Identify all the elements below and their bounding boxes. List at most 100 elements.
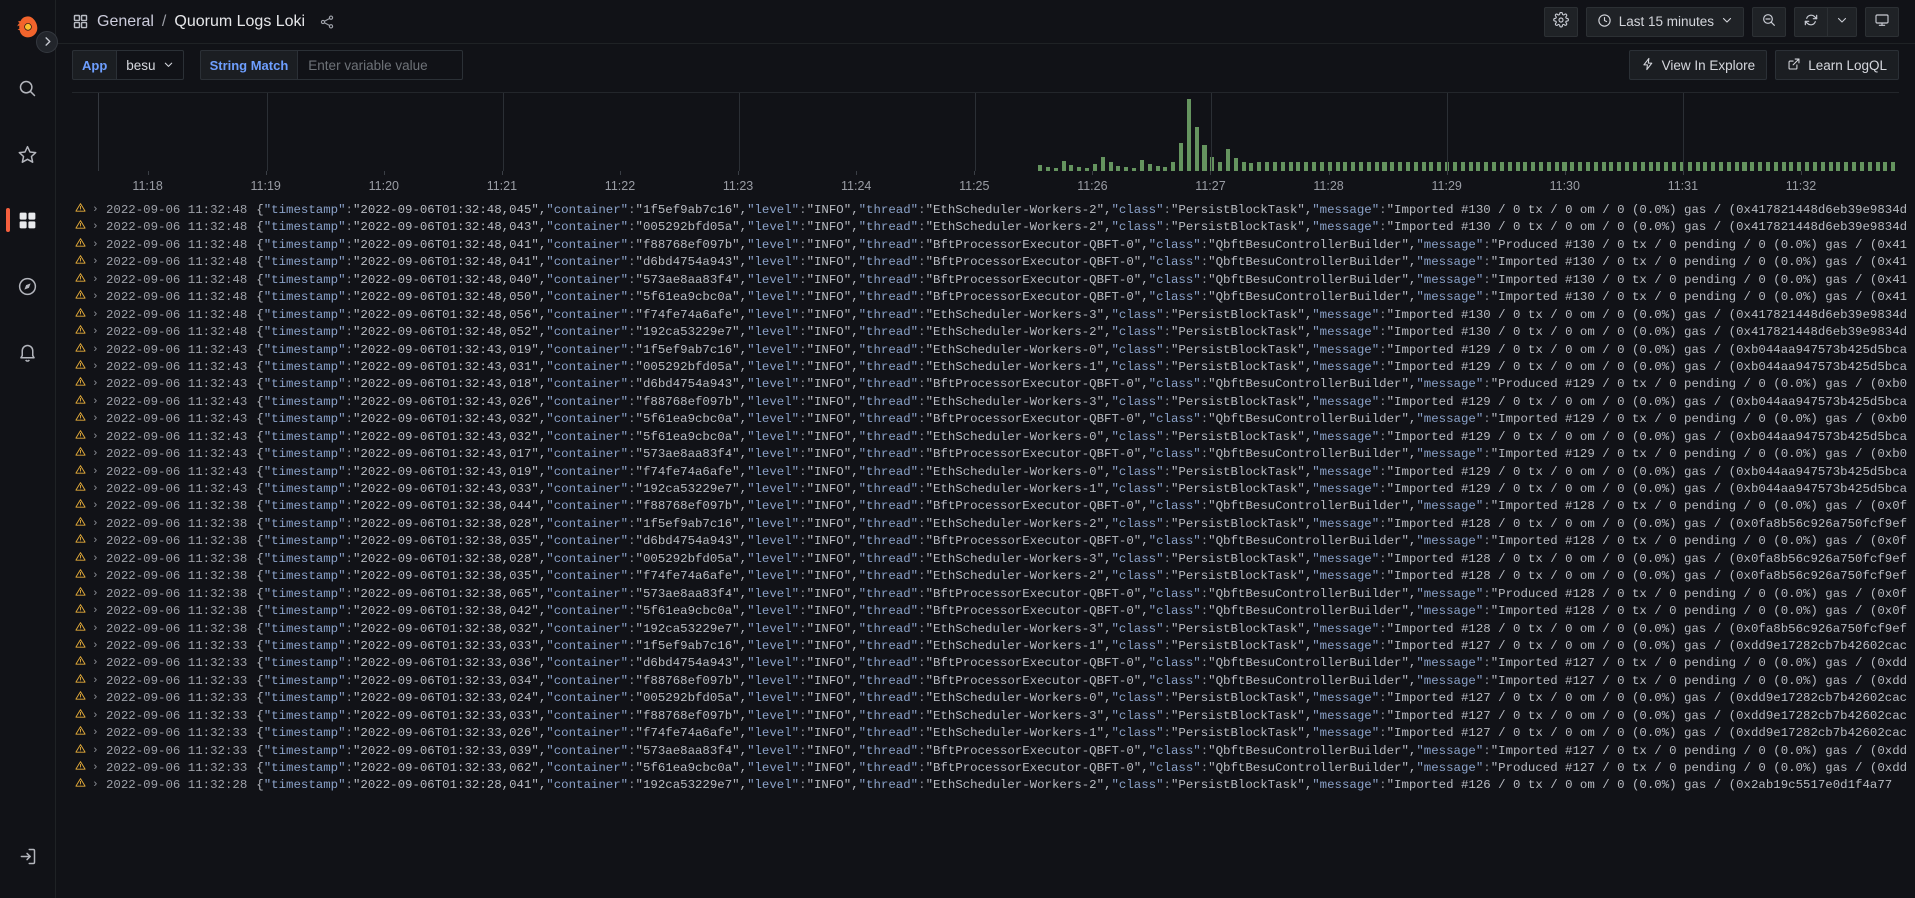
log-row[interactable]: › 2022-09-06 11:32:38 {"timestamp":"2022-0… <box>56 498 1915 515</box>
chevron-right-icon[interactable]: › <box>92 552 99 565</box>
variable-app-select[interactable]: besu <box>116 50 184 80</box>
time-range-picker[interactable]: Last 15 minutes <box>1585 6 1744 37</box>
nav-collapse-toggle[interactable] <box>36 31 58 53</box>
sidebar-item-explore[interactable] <box>0 266 55 306</box>
chevron-right-icon[interactable]: › <box>92 360 99 373</box>
chevron-right-icon[interactable]: › <box>92 570 99 583</box>
log-row[interactable]: › 2022-09-06 11:32:43 {"timestamp":"2022-0… <box>56 481 1915 498</box>
share-nodes-icon[interactable] <box>319 14 335 30</box>
chevron-right-icon[interactable]: › <box>92 709 99 722</box>
log-row[interactable]: › 2022-09-06 11:32:48 {"timestamp":"2022-0… <box>56 202 1915 219</box>
histogram-bar <box>1359 162 1364 171</box>
log-row[interactable]: › 2022-09-06 11:32:48 {"timestamp":"2022-0… <box>56 324 1915 341</box>
log-row[interactable]: › 2022-09-06 11:32:38 {"timestamp":"2022-0… <box>56 551 1915 568</box>
chevron-right-icon[interactable]: › <box>92 535 99 548</box>
histogram-bar <box>1789 162 1794 171</box>
log-row[interactable]: › 2022-09-06 11:32:33 {"timestamp":"2022-0… <box>56 760 1915 777</box>
log-row[interactable]: › 2022-09-06 11:32:38 {"timestamp":"2022-0… <box>56 516 1915 533</box>
learn-logql-button[interactable]: Learn LogQL <box>1775 50 1899 80</box>
chevron-right-icon[interactable]: › <box>92 291 99 304</box>
chevron-right-icon[interactable]: › <box>92 343 99 356</box>
chevron-right-icon[interactable]: › <box>92 448 99 461</box>
log-row[interactable]: › 2022-09-06 11:32:43 {"timestamp":"2022-0… <box>56 342 1915 359</box>
histogram-tick-label: 11:27 <box>1195 179 1226 193</box>
chevron-right-icon[interactable]: › <box>92 483 99 495</box>
zoom-out-time-button[interactable] <box>1752 6 1786 37</box>
log-row[interactable]: › 2022-09-06 11:32:38 {"timestamp":"2022-0… <box>56 603 1915 620</box>
refresh-interval-dropdown[interactable] <box>1827 6 1857 37</box>
warning-triangle-icon <box>68 708 92 725</box>
chevron-right-icon[interactable]: › <box>92 395 99 408</box>
chevron-right-icon[interactable]: › <box>92 692 99 705</box>
sidebar-item-dashboards[interactable] <box>0 200 55 240</box>
log-row[interactable]: › 2022-09-06 11:32:28 {"timestamp":"2022-0… <box>56 777 1915 794</box>
log-row[interactable]: › 2022-09-06 11:32:38 {"timestamp":"2022-0… <box>56 586 1915 603</box>
chevron-right-icon[interactable]: › <box>92 727 99 740</box>
chevron-right-icon[interactable]: › <box>92 221 99 234</box>
chevron-right-icon[interactable]: › <box>92 238 99 251</box>
chevron-right-icon[interactable]: › <box>92 308 99 321</box>
log-row[interactable]: › 2022-09-06 11:32:48 {"timestamp":"2022-0… <box>56 272 1915 289</box>
chevron-right-icon[interactable]: › <box>92 779 99 792</box>
log-row[interactable]: › 2022-09-06 11:32:33 {"timestamp":"2022-0… <box>56 690 1915 707</box>
log-row[interactable]: › 2022-09-06 11:32:48 {"timestamp":"2022-0… <box>56 219 1915 236</box>
log-row[interactable]: › 2022-09-06 11:32:33 {"timestamp":"2022-0… <box>56 708 1915 725</box>
grafana-logo-icon[interactable] <box>10 10 46 46</box>
log-row[interactable]: › 2022-09-06 11:32:48 {"timestamp":"2022-0… <box>56 237 1915 254</box>
refresh-button[interactable] <box>1794 6 1827 37</box>
chevron-right-icon[interactable]: › <box>92 657 99 670</box>
sidebar-item-search[interactable] <box>0 68 55 108</box>
chevron-right-icon[interactable]: › <box>92 744 99 757</box>
chevron-right-icon[interactable]: › <box>92 500 99 513</box>
chevron-right-icon[interactable]: › <box>92 273 99 286</box>
log-row[interactable]: › 2022-09-06 11:32:48 {"timestamp":"2022-0… <box>56 289 1915 306</box>
log-row[interactable]: › 2022-09-06 11:32:43 {"timestamp":"2022-0… <box>56 429 1915 446</box>
log-row[interactable]: › 2022-09-06 11:32:33 {"timestamp":"2022-0… <box>56 638 1915 655</box>
log-row[interactable]: › 2022-09-06 11:32:48 {"timestamp":"2022-0… <box>56 307 1915 324</box>
chevron-right-icon[interactable]: › <box>92 430 99 443</box>
log-row[interactable]: › 2022-09-06 11:32:43 {"timestamp":"2022-0… <box>56 376 1915 393</box>
histogram-bar <box>1499 162 1504 171</box>
log-row[interactable]: › 2022-09-06 11:32:33 {"timestamp":"2022-0… <box>56 725 1915 742</box>
chevron-right-icon[interactable]: › <box>92 622 99 635</box>
log-row[interactable]: › 2022-09-06 11:32:43 {"timestamp":"2022-0… <box>56 394 1915 411</box>
chevron-right-icon[interactable]: › <box>92 639 99 652</box>
sidebar-item-starred[interactable] <box>0 134 55 174</box>
histogram-bar <box>1625 162 1630 171</box>
log-row[interactable]: › 2022-09-06 11:32:38 {"timestamp":"2022-0… <box>56 533 1915 550</box>
sidebar-item-alerting[interactable] <box>0 332 55 372</box>
log-row[interactable]: › 2022-09-06 11:32:43 {"timestamp":"2022-0… <box>56 446 1915 463</box>
dashboard-settings-button[interactable] <box>1543 6 1578 37</box>
chevron-right-icon[interactable]: › <box>92 413 99 426</box>
chevron-right-icon[interactable]: › <box>92 326 99 339</box>
histogram-bar <box>1194 127 1199 171</box>
chevron-right-icon[interactable]: › <box>92 378 99 391</box>
chevron-right-icon[interactable]: › <box>92 674 99 687</box>
chevron-right-icon[interactable]: › <box>92 762 99 774</box>
log-row[interactable]: › 2022-09-06 11:32:48 {"timestamp":"2022-0… <box>56 254 1915 271</box>
logs-panel[interactable]: › 2022-09-06 11:32:48 {"timestamp":"2022-0… <box>56 198 1915 898</box>
histogram-plot-area[interactable] <box>98 93 1899 171</box>
chevron-right-icon[interactable]: › <box>92 605 99 618</box>
log-message: {"timestamp":"2022-09-06T01:32:33,026","… <box>256 726 1908 741</box>
log-row[interactable]: › 2022-09-06 11:32:43 {"timestamp":"2022-0… <box>56 359 1915 376</box>
view-in-explore-button[interactable]: View In Explore <box>1628 50 1768 80</box>
log-row[interactable]: › 2022-09-06 11:32:33 {"timestamp":"2022-0… <box>56 743 1915 760</box>
tv-mode-button[interactable] <box>1865 6 1899 37</box>
sidebar-item-sign-in[interactable] <box>17 836 38 876</box>
log-row[interactable]: › 2022-09-06 11:32:38 {"timestamp":"2022-0… <box>56 568 1915 585</box>
histogram-tickmark <box>501 171 503 175</box>
chevron-right-icon[interactable]: › <box>92 204 99 216</box>
chevron-right-icon[interactable]: › <box>92 517 99 530</box>
log-message: {"timestamp":"2022-09-06T01:32:33,033","… <box>256 638 1908 653</box>
variable-string-match-input[interactable]: Enter variable value <box>297 50 464 80</box>
log-row[interactable]: › 2022-09-06 11:32:43 {"timestamp":"2022-0… <box>56 464 1915 481</box>
chevron-right-icon[interactable]: › <box>92 465 99 478</box>
log-row[interactable]: › 2022-09-06 11:32:33 {"timestamp":"2022-0… <box>56 673 1915 690</box>
log-row[interactable]: › 2022-09-06 11:32:38 {"timestamp":"2022-0… <box>56 621 1915 638</box>
log-row[interactable]: › 2022-09-06 11:32:43 {"timestamp":"2022-0… <box>56 411 1915 428</box>
chevron-right-icon[interactable]: › <box>92 256 99 269</box>
chevron-right-icon[interactable]: › <box>92 587 99 600</box>
log-row[interactable]: › 2022-09-06 11:32:33 {"timestamp":"2022-0… <box>56 655 1915 672</box>
breadcrumb-folder[interactable]: General <box>97 12 154 30</box>
